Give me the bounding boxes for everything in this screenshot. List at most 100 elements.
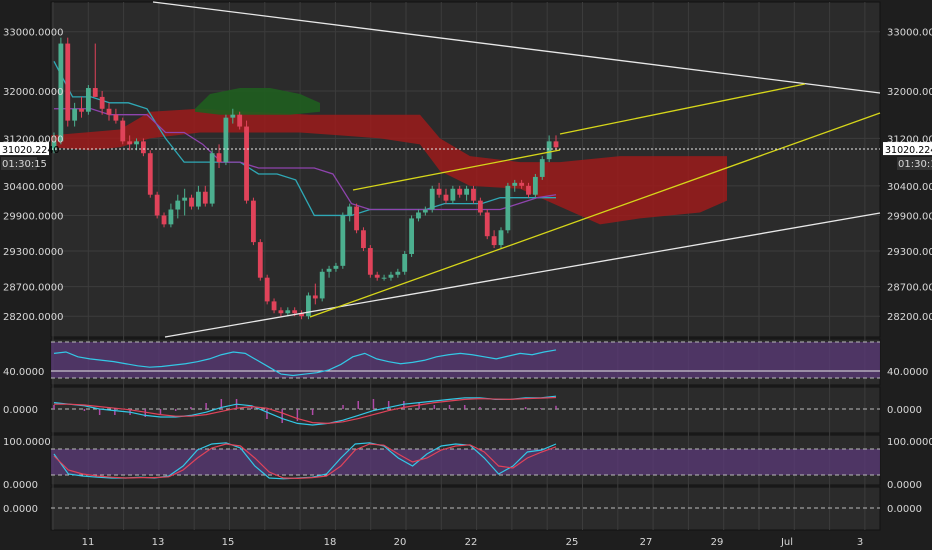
price-label-right: 32000.0000 <box>887 87 932 98</box>
macd-axis-label-left: 0.0000 <box>3 405 38 416</box>
candle-body <box>491 236 497 246</box>
candle-body <box>209 153 215 204</box>
candle-body <box>72 108 78 121</box>
blank-axis-label-right: 0.0000 <box>887 504 922 515</box>
channel-top-extension <box>559 83 806 135</box>
rsi-axis-label-right: 40.0000 <box>887 367 928 378</box>
candle-body <box>58 43 64 142</box>
trendline-lower-support <box>164 212 881 338</box>
rsi-band <box>51 342 880 378</box>
candle-body <box>106 108 112 115</box>
macd-axis-label-right: 0.0000 <box>887 405 922 416</box>
candle-body <box>134 141 139 145</box>
candle-body <box>484 212 490 237</box>
date-label: 27 <box>640 537 653 548</box>
current-price-tag-right: 31020.2240 <box>885 145 932 156</box>
candle-body <box>189 197 194 207</box>
candle-body <box>409 218 414 254</box>
candle-body <box>278 310 284 314</box>
candle-body <box>498 230 504 246</box>
stoch-axis-top-right: 100.0000 <box>887 437 932 448</box>
blank-axis-label-left: 0.0000 <box>3 504 38 515</box>
candle-body <box>326 268 332 272</box>
candle-body <box>285 310 291 314</box>
price-label-right: 28200.0000 <box>887 312 932 323</box>
candle-body <box>422 209 428 213</box>
candle-body <box>257 242 263 278</box>
price-label-left: 28200.0000 <box>3 312 63 323</box>
candle-body <box>161 215 167 225</box>
current-price-tag-right-bg <box>883 142 932 156</box>
current-price-tag-left-bg <box>0 142 49 156</box>
price-label-left: 31200.0000 <box>3 134 63 145</box>
candle-body <box>539 159 545 177</box>
date-label: 25 <box>566 537 579 548</box>
rsi-axis-label-left: 40.0000 <box>3 367 44 378</box>
candle-body <box>306 295 311 317</box>
date-label: 15 <box>222 537 235 548</box>
candle-body <box>196 191 201 207</box>
candle-body <box>546 141 552 160</box>
candle-body <box>264 277 270 302</box>
price-label-right: 30400.0000 <box>887 182 932 193</box>
price-label-left: 28700.0000 <box>3 283 63 294</box>
price-label-right: 29900.0000 <box>887 211 932 222</box>
candle-body <box>526 185 531 195</box>
rsi-line <box>53 349 557 377</box>
candle-body <box>354 206 359 231</box>
price-label-left: 30400.0000 <box>3 182 63 193</box>
date-label: Jul <box>780 537 793 548</box>
price-label-left: 32000.0000 <box>3 87 63 98</box>
date-label: 11 <box>82 537 95 548</box>
candle-body <box>292 310 298 314</box>
candle-body <box>312 295 318 299</box>
price-label-right: 29300.0000 <box>887 247 932 258</box>
candle-body <box>361 230 366 249</box>
candle-body <box>436 188 442 195</box>
macd-line <box>53 395 557 426</box>
candle-body <box>51 141 57 151</box>
stoch-d-line <box>53 443 557 480</box>
candle-body <box>347 206 353 216</box>
candle-body <box>553 141 559 148</box>
macd-signal-line <box>54 396 557 425</box>
stoch-axis-bottom-right: 0.0000 <box>887 480 922 491</box>
candle-body <box>175 200 181 210</box>
candle-body <box>299 313 304 317</box>
candle-body <box>127 141 133 145</box>
price-label-right: 31200.0000 <box>887 134 932 145</box>
countdown-right: 01:30:15 <box>898 159 932 170</box>
price-label-left: 29300.0000 <box>3 247 63 258</box>
candle-body <box>120 120 126 142</box>
date-label: 18 <box>324 537 337 548</box>
candle-body <box>168 209 174 225</box>
candle-body <box>319 271 325 299</box>
stoch-band <box>51 449 880 475</box>
candle-body <box>65 43 71 121</box>
candle-body <box>237 114 243 127</box>
date-label: 22 <box>465 537 478 548</box>
candle-body <box>140 141 146 154</box>
candle-body <box>505 185 511 231</box>
date-label: 13 <box>152 537 165 548</box>
candle-body <box>381 277 387 279</box>
candle-body <box>154 194 160 216</box>
candle-body <box>216 153 222 163</box>
candle-body <box>182 197 188 201</box>
price-label-left: 29900.0000 <box>3 211 63 222</box>
candle-body <box>464 188 470 195</box>
candle-body <box>512 182 518 186</box>
candle-body <box>85 88 91 112</box>
channel-bottom-line <box>309 112 881 318</box>
ichimoku-cloud-bearish <box>51 108 727 225</box>
tenkan-line <box>54 108 557 211</box>
candle-body <box>457 188 463 195</box>
candle-body <box>230 114 236 118</box>
stoch-axis-bottom-left: 0.0000 <box>3 480 38 491</box>
candle-body <box>99 96 105 109</box>
candle-body <box>79 108 84 112</box>
candle-body <box>532 176 538 195</box>
candle-body <box>333 265 339 269</box>
candle-body <box>388 274 394 278</box>
